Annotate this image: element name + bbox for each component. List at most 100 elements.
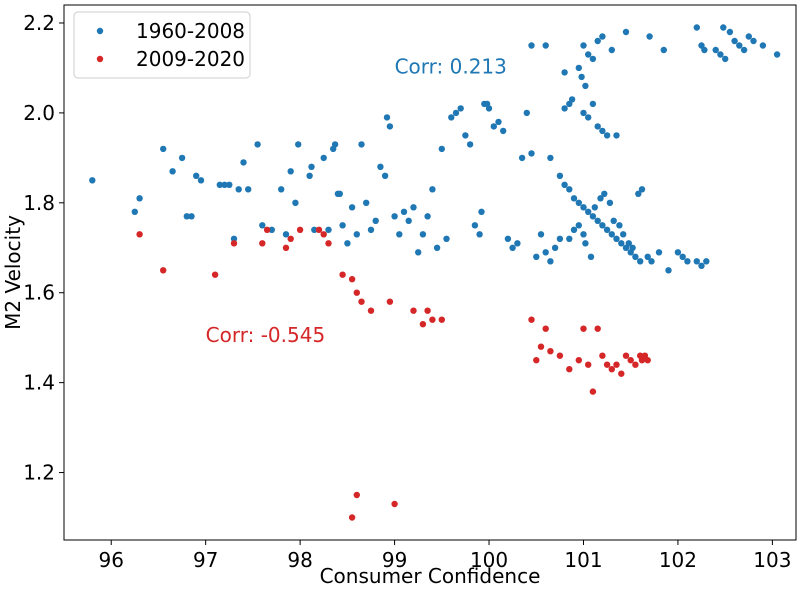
point-series2-41 xyxy=(613,361,620,368)
point-series2-39 xyxy=(603,361,611,368)
point-series2-2 xyxy=(211,271,219,278)
point-series1-97 xyxy=(594,217,601,224)
x-tick-label: 101 xyxy=(564,548,602,572)
point-series1-18 xyxy=(259,222,266,229)
point-series1-121 xyxy=(570,226,578,233)
y-tick-label: 1.2 xyxy=(23,461,55,485)
point-series1-88 xyxy=(547,154,554,162)
point-series1-4 xyxy=(169,168,176,175)
y-tick-label: 1.8 xyxy=(23,191,55,215)
point-series1-109 xyxy=(589,100,597,108)
x-axis-label: Consumer Confidence xyxy=(320,564,541,588)
point-series1-7 xyxy=(188,213,195,220)
x-tick-label: 102 xyxy=(659,548,697,572)
point-series1-118 xyxy=(608,46,615,54)
point-series2-0 xyxy=(136,231,143,238)
point-series2-36 xyxy=(589,388,597,395)
point-series2-43 xyxy=(622,352,630,359)
point-series1-46 xyxy=(391,213,398,220)
point-series2-19 xyxy=(419,321,427,328)
point-series1-139 xyxy=(655,249,663,256)
point-series1-63 xyxy=(471,222,479,229)
point-series1-58 xyxy=(448,114,455,121)
point-series1-81 xyxy=(547,258,554,265)
point-series2-6 xyxy=(282,244,290,251)
point-series1-52 xyxy=(419,231,427,238)
y-axis-label: M2 Velocity xyxy=(1,215,25,330)
point-series1-162 xyxy=(720,24,727,31)
point-series1-51 xyxy=(415,249,422,256)
point-series2-40 xyxy=(608,366,615,373)
point-series1-141 xyxy=(674,249,682,256)
points-layer xyxy=(89,24,781,521)
point-series1-72 xyxy=(504,235,512,242)
point-series1-45 xyxy=(386,123,394,130)
point-series1-111 xyxy=(599,127,606,135)
point-series1-155 xyxy=(731,37,738,45)
point-series1-91 xyxy=(566,186,573,193)
point-series2-8 xyxy=(296,226,304,233)
point-series1-27 xyxy=(311,226,318,233)
point-series2-49 xyxy=(644,357,651,364)
point-series2-5 xyxy=(263,226,271,233)
point-series1-156 xyxy=(736,42,743,49)
point-series1-26 xyxy=(308,163,315,170)
point-series1-101 xyxy=(613,235,620,242)
point-series1-147 xyxy=(660,46,667,54)
point-series2-22 xyxy=(438,316,445,323)
point-series2-37 xyxy=(594,325,601,332)
point-series1-75 xyxy=(518,154,526,162)
point-series1-136 xyxy=(638,186,646,193)
point-series1-157 xyxy=(740,46,748,54)
point-series1-64 xyxy=(476,231,483,238)
point-series1-154 xyxy=(726,28,734,36)
point-series2-27 xyxy=(533,357,540,364)
point-series2-17 xyxy=(386,298,394,305)
point-series1-98 xyxy=(599,222,606,229)
point-series1-10 xyxy=(216,181,223,188)
point-series1-160 xyxy=(759,42,767,49)
point-series1-74 xyxy=(514,240,521,247)
correlation-annotation: Corr: 0.213 xyxy=(395,55,507,79)
point-series1-2 xyxy=(136,195,143,202)
point-series1-73 xyxy=(509,244,516,251)
point-series1-49 xyxy=(405,217,412,224)
point-series1-92 xyxy=(570,195,578,202)
point-series2-4 xyxy=(259,240,266,247)
point-series1-108 xyxy=(585,114,592,121)
point-series2-33 xyxy=(575,357,582,364)
point-series1-62 xyxy=(466,141,474,148)
point-series1-93 xyxy=(575,199,582,206)
point-series1-11 xyxy=(221,181,228,188)
point-series1-135 xyxy=(635,190,642,197)
point-series1-61 xyxy=(462,132,469,139)
legend-label: 2009-2020 xyxy=(136,47,245,71)
point-series2-31 xyxy=(556,352,564,359)
point-series1-102 xyxy=(618,240,625,247)
point-series1-151 xyxy=(712,46,719,54)
correlation-annotation: Corr: -0.545 xyxy=(206,323,326,347)
y-tick-label: 1.6 xyxy=(23,281,55,305)
point-series1-38 xyxy=(358,141,365,148)
point-series1-138 xyxy=(648,258,655,265)
point-series1-65 xyxy=(478,208,485,215)
point-series1-128 xyxy=(601,190,608,197)
point-series1-95 xyxy=(585,208,592,215)
point-series2-30 xyxy=(547,348,554,355)
point-series2-44 xyxy=(627,357,634,364)
point-series1-19 xyxy=(268,226,275,233)
point-series1-30 xyxy=(331,141,339,148)
point-series1-79 xyxy=(537,231,545,238)
point-series1-76 xyxy=(523,109,530,117)
point-series1-9 xyxy=(197,177,205,184)
point-series1-13 xyxy=(230,235,238,242)
point-series1-107 xyxy=(580,109,587,117)
point-series1-146 xyxy=(703,258,710,265)
point-series2-3 xyxy=(230,240,238,247)
point-series1-39 xyxy=(363,199,370,206)
legend-box xyxy=(73,11,251,79)
point-series1-12 xyxy=(226,181,233,188)
point-series1-83 xyxy=(556,235,564,242)
point-series1-105 xyxy=(632,253,639,260)
